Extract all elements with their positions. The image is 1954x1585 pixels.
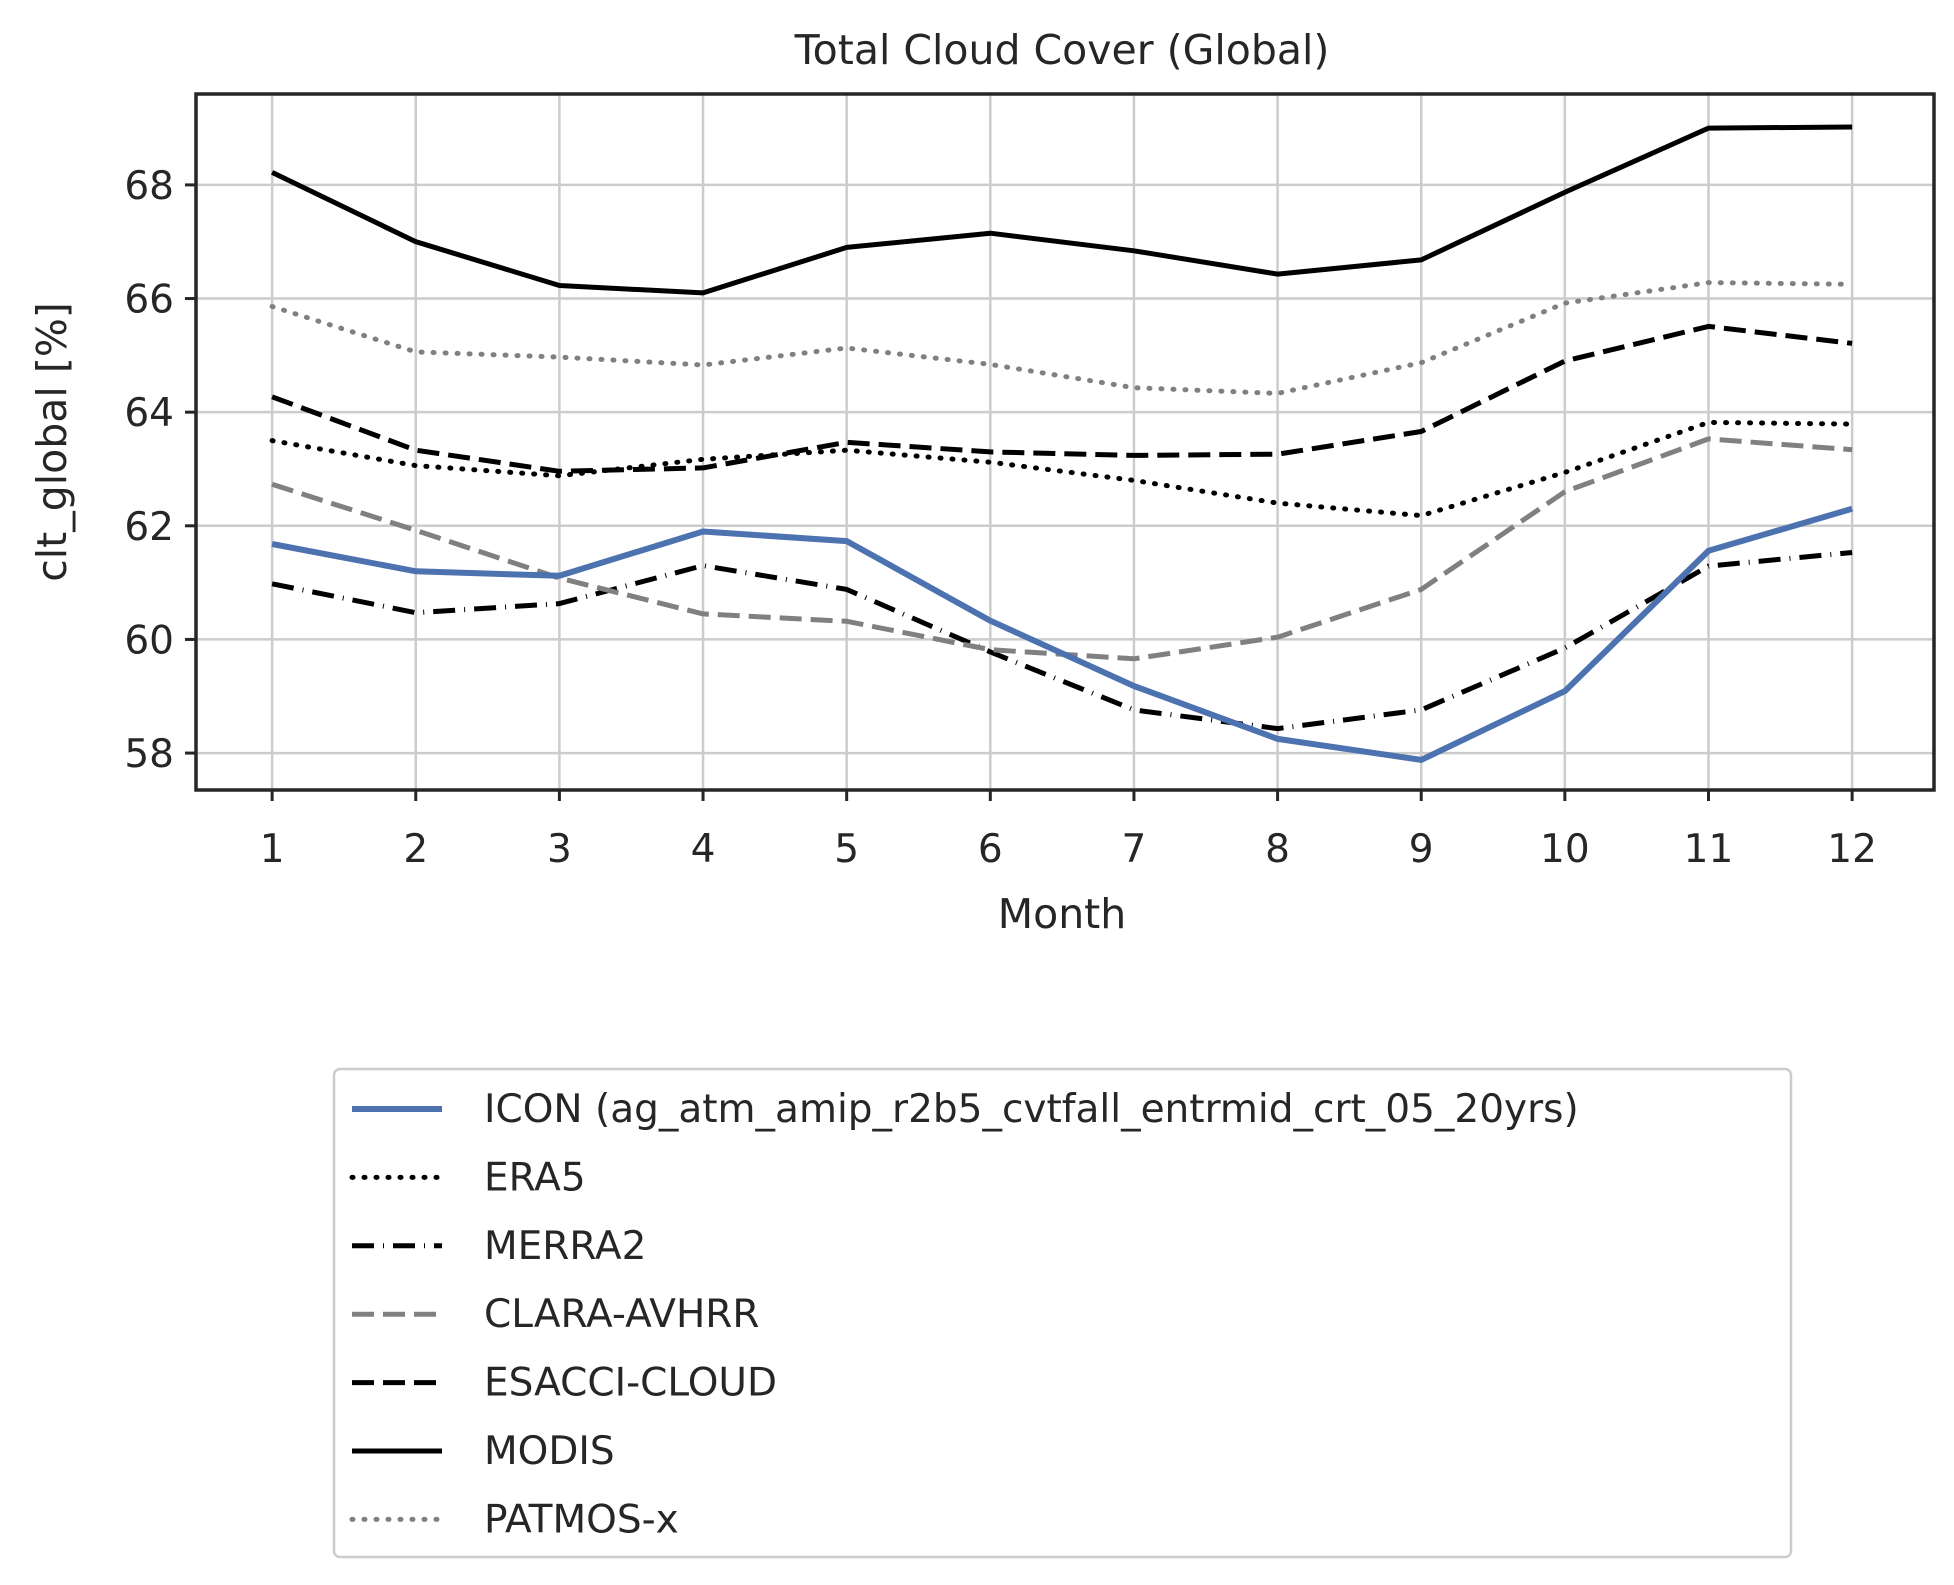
y-tick-label: 60 (124, 618, 174, 663)
x-tick-label: 6 (978, 827, 1003, 872)
legend-label-era5: ERA5 (484, 1155, 586, 1200)
x-tick-label: 4 (691, 827, 716, 872)
chart-title: Total Cloud Cover (Global) (794, 26, 1330, 74)
y-axis-label: clt_global [%] (28, 302, 76, 582)
x-tick-label: 5 (834, 827, 859, 872)
series-line-patmos-x (269, 280, 1855, 396)
plot-frame (194, 92, 1936, 792)
y-tick-label: 68 (124, 164, 174, 209)
x-tick-label: 7 (1122, 827, 1147, 872)
x-tick-label: 2 (403, 827, 428, 872)
legend-box (332, 1067, 1793, 1559)
legend-label-merra2: MERRA2 (484, 1224, 646, 1269)
x-tick-label: 8 (1265, 827, 1290, 872)
y-ticks: 58 60 62 64 66 68 (124, 164, 196, 777)
x-axis-label: Month (998, 890, 1127, 938)
grid (196, 94, 1934, 790)
x-tick-label: 10 (1540, 827, 1590, 872)
legend-label-icon-ag-atm-amip-r2b5-cvtfall-entrmid-crt-05-20yrs: ICON (ag_atm_amip_r2b5_cvtfall_entrmid_c… (484, 1087, 1579, 1132)
x-tick-label: 11 (1684, 827, 1734, 872)
series-group (269, 124, 1855, 763)
x-tick-label: 12 (1827, 827, 1877, 872)
x-tick-label: 1 (260, 827, 285, 872)
y-tick-label: 64 (124, 391, 174, 436)
x-ticks: 1 2 3 4 5 6 7 8 9 10 11 12 (260, 790, 1877, 872)
series-line-esacci-cloud (271, 323, 1853, 474)
y-tick-label: 62 (124, 505, 174, 550)
legend: ICON (ag_atm_amip_r2b5_cvtfall_entrmid_c… (349, 1087, 1579, 1542)
legend-label-esacci-cloud: ESACCI-CLOUD (484, 1361, 777, 1406)
series-line-modis (271, 124, 1853, 296)
legend-label-patmos-x: PATMOS-x (484, 1497, 679, 1542)
y-tick-label: 66 (124, 278, 174, 323)
series-line-era5 (269, 419, 1855, 519)
x-tick-label: 3 (547, 827, 572, 872)
x-tick-label: 9 (1409, 827, 1434, 872)
y-tick-label: 58 (124, 732, 174, 777)
legend-label-clara-avhrr: CLARA-AVHRR (484, 1292, 759, 1337)
series-line-merra2 (271, 550, 1853, 732)
series-line-icon-ag-atm-amip-r2b5-cvtfall-entrmid-crt-05-20yrs (271, 505, 1853, 763)
legend-label-modis: MODIS (484, 1429, 615, 1474)
